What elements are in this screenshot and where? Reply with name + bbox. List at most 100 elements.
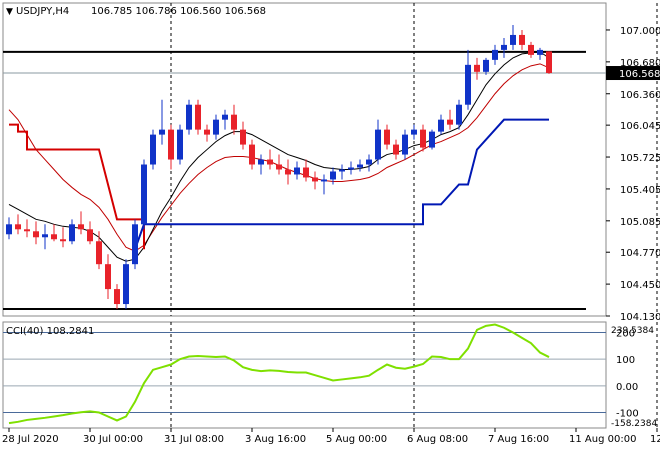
candle-body xyxy=(348,167,354,170)
x-tick-label: 28 Jul 2020 xyxy=(2,434,59,445)
axes: 107.000 106.680 106.360 106.045 105.725 105.4… xyxy=(2,26,660,445)
cci-level-label: 100 xyxy=(616,355,635,366)
candle-body xyxy=(321,179,327,182)
candle-body xyxy=(501,44,507,50)
y-tick-label: 104.770 xyxy=(620,248,660,259)
candle-body xyxy=(438,119,444,132)
price-panel xyxy=(2,2,607,317)
candle-body xyxy=(168,129,174,160)
candle-body xyxy=(366,159,372,165)
candle-body xyxy=(231,114,237,130)
candle-body xyxy=(150,134,156,165)
candle-body xyxy=(537,49,543,55)
candle-body xyxy=(51,234,57,240)
candle-body xyxy=(78,224,84,230)
candle-body xyxy=(465,64,471,105)
candle-body xyxy=(15,224,21,230)
candle-body xyxy=(546,51,552,74)
x-tick-label: 3 Aug 16:00 xyxy=(245,434,306,445)
candle-body xyxy=(528,44,534,55)
candle-body xyxy=(429,131,435,148)
y-tick-label: 106.360 xyxy=(620,90,660,101)
candle-body xyxy=(384,129,390,145)
candle-body xyxy=(294,167,300,175)
y-tick-label: 106.045 xyxy=(620,121,660,132)
candle-body xyxy=(402,134,408,155)
x-tick-label: 12 Aug 08:00 xyxy=(650,434,660,445)
x-tick-label: 11 Aug 00:00 xyxy=(569,434,636,445)
candle-body xyxy=(123,264,129,305)
candle-body xyxy=(177,129,183,160)
candle-body xyxy=(312,177,318,182)
candle-body xyxy=(213,119,219,135)
candle-body xyxy=(285,169,291,175)
cci-indicator xyxy=(3,323,606,425)
y-tick-label: 106.680 xyxy=(620,58,660,69)
candle-body xyxy=(393,144,399,155)
candle-body xyxy=(42,234,48,238)
current-price-badge xyxy=(606,66,660,81)
cci-panel xyxy=(2,321,607,429)
y-tick-label: 104.130 xyxy=(620,312,660,323)
candle-body xyxy=(24,229,30,232)
support-line xyxy=(134,118,549,250)
y-tick-label: 105.085 xyxy=(620,217,660,228)
cci-max-label: 239.5384 xyxy=(611,326,654,336)
candle-body xyxy=(357,164,363,168)
candle-body xyxy=(483,59,489,72)
candle-body xyxy=(222,114,228,120)
cci-line xyxy=(8,323,550,425)
chart-ohlc-values: 106.785 106.786 106.560 106.568 xyxy=(91,6,266,17)
y-tick-label: 105.725 xyxy=(620,153,660,164)
candle-body xyxy=(510,34,516,45)
x-tick-label: 7 Aug 16:00 xyxy=(488,434,549,445)
candle-body xyxy=(33,231,39,238)
x-tick-label: 30 Jul 00:00 xyxy=(83,434,143,445)
candle-body xyxy=(303,167,309,178)
candle-body xyxy=(339,169,345,172)
y-tick-label: 104.450 xyxy=(620,280,660,291)
x-tick-label: 31 Jul 08:00 xyxy=(164,434,224,445)
candle-body xyxy=(186,104,192,130)
cci-level-label: -100 xyxy=(616,408,639,419)
candle-body xyxy=(519,34,525,45)
y-tick-label: 107.000 xyxy=(620,26,660,37)
candle-body xyxy=(87,229,93,242)
candle-body xyxy=(447,119,453,125)
symbol-arrow-icon: ▼ xyxy=(6,7,13,17)
candle-body xyxy=(141,164,147,225)
candle-body xyxy=(474,64,480,72)
x-tick-label: 6 Aug 08:00 xyxy=(407,434,468,445)
candle-body xyxy=(60,239,66,242)
x-tick-label: 5 Aug 00:00 xyxy=(326,434,387,445)
y-tick-label: 105.405 xyxy=(620,185,660,196)
candle-body xyxy=(240,129,246,145)
candles xyxy=(6,24,552,310)
candle-body xyxy=(195,104,201,130)
candle-body xyxy=(96,241,102,265)
candle-body xyxy=(330,171,336,180)
candle-body xyxy=(6,224,12,235)
candle-body xyxy=(375,129,381,160)
horizontal-lines xyxy=(3,50,606,311)
candle-body xyxy=(492,49,498,60)
candle-body xyxy=(105,264,111,290)
cci-min-label: -158.2384 xyxy=(611,419,657,429)
candle-body xyxy=(204,129,210,135)
chart-symbol-timeframe: USDJPY,H4 xyxy=(16,6,69,17)
candle-body xyxy=(276,164,282,170)
candle-body xyxy=(267,159,273,165)
cci-level-label: 0.00 xyxy=(616,382,638,393)
candle-body xyxy=(114,289,120,305)
candle-body xyxy=(69,224,75,242)
candle-body xyxy=(258,159,264,165)
candle-body xyxy=(132,224,138,265)
candle-body xyxy=(159,129,165,135)
candle-body xyxy=(249,144,255,165)
cci-label: CCI(40) 108.2841 xyxy=(6,326,94,337)
candle-body xyxy=(411,129,417,135)
cci-level-label: 200 xyxy=(616,329,635,340)
candle-body xyxy=(456,104,462,125)
current-price-label: 106.568 xyxy=(619,69,660,80)
